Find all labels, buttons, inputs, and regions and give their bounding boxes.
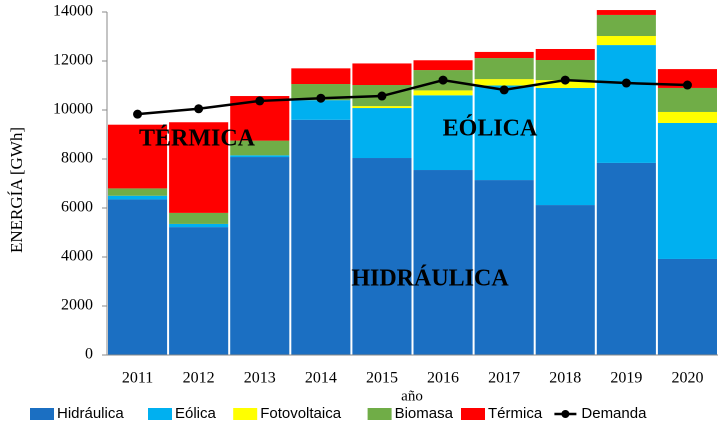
legend-marker [461, 408, 485, 420]
bar-segment [657, 111, 717, 123]
bar-segment [535, 48, 595, 61]
line-point [377, 91, 387, 101]
annotation: TÉRMICA [139, 126, 256, 152]
y-tick-label: 10000 [53, 101, 93, 118]
y-tick-label: 4000 [61, 248, 93, 265]
legend-label: Fotovoltaica [260, 405, 342, 422]
y-tick-label: 6000 [61, 199, 93, 216]
y-tick-label: 8000 [61, 150, 93, 167]
x-tick-label: 2012 [183, 370, 215, 387]
legend-label: Demanda [581, 405, 647, 422]
legend-label: Hidráulica [57, 405, 124, 422]
bar-segment [108, 188, 168, 196]
x-tick-label: 2018 [549, 370, 581, 387]
bar-segment [413, 95, 473, 171]
bar-segment [657, 87, 717, 112]
line-point [194, 104, 204, 114]
y-axis-label: ENERGÍA [GWh] [7, 127, 26, 253]
bar-segment [352, 158, 412, 355]
bar-segment [108, 199, 168, 355]
legend-marker [148, 408, 172, 420]
legend-item: Demanda [554, 405, 647, 422]
bar-segment [291, 119, 351, 355]
bar-segment [169, 223, 229, 228]
annotation: EÓLICA [443, 115, 538, 142]
legend-label: Biomasa [395, 405, 454, 422]
bar-segment [657, 69, 717, 88]
line [137, 78, 688, 116]
x-tick-label: 2016 [427, 370, 459, 387]
x-tick-label: 2019 [610, 370, 642, 387]
bar-segment [596, 36, 656, 46]
legend-label: Térmica [488, 405, 543, 422]
y-tick-label: 0 [85, 346, 93, 363]
annotation: HIDRÁULICA [351, 266, 509, 292]
line-point [438, 75, 448, 85]
y-tick-label: 14000 [53, 3, 93, 20]
line-point [499, 85, 509, 95]
bar-segment [474, 180, 534, 355]
bar-segment [352, 108, 412, 159]
bar-segment [108, 124, 168, 189]
legend-item: Térmica [461, 405, 543, 422]
legend-marker [30, 408, 54, 420]
y-tick-label: 12000 [53, 52, 93, 69]
bar-segment [657, 258, 717, 355]
legend-item: Hidráulica [30, 405, 124, 422]
bar-segment [230, 140, 290, 156]
bar-segment [291, 100, 351, 120]
bar-segment [413, 170, 473, 355]
bar-segment [108, 195, 168, 200]
bar-segment [596, 45, 656, 163]
bar-segment [596, 10, 656, 15]
legend-marker [367, 408, 392, 420]
bar-segment [291, 84, 351, 101]
bar-segment [474, 58, 534, 80]
x-tick-label: 2020 [671, 370, 703, 387]
x-tick-label: 2017 [488, 370, 520, 387]
line-point [255, 96, 265, 106]
bar-segment [413, 60, 473, 71]
bar-segment [169, 122, 229, 213]
bar-segment [596, 162, 656, 355]
x-tick-label: 2011 [122, 370, 153, 387]
bar-segment [474, 79, 534, 86]
bar-segment [596, 14, 656, 37]
x-tick-label: 2014 [305, 370, 337, 387]
line-point [621, 78, 631, 88]
legend-label: Eólica [175, 405, 217, 422]
x-axis-label: año [401, 388, 423, 404]
line-point [133, 109, 143, 119]
bar-segment [535, 205, 595, 355]
legend-marker [233, 408, 258, 420]
legend-marker [561, 410, 570, 418]
bar-segment [352, 63, 412, 86]
line-point [560, 75, 570, 85]
bar-segment [352, 106, 412, 109]
bar-segment [169, 212, 229, 224]
bar-segment [535, 87, 595, 206]
legend-item: Biomasa [367, 405, 454, 422]
x-tick-label: 2013 [244, 370, 276, 387]
x-tick-label: 2015 [366, 370, 398, 387]
y-tick-label: 2000 [61, 297, 93, 314]
line-point [316, 93, 326, 103]
bar-segment [413, 90, 473, 96]
bar-segment [474, 51, 534, 59]
line-point [682, 80, 692, 90]
bar-segment [474, 85, 534, 181]
bar-segment [230, 155, 290, 158]
bar-segment [535, 60, 595, 81]
legend-item: Eólica [148, 405, 217, 422]
bar-segment [291, 68, 351, 85]
bar-segment [230, 157, 290, 355]
bar-segment [169, 227, 229, 355]
bar-segment [657, 122, 717, 259]
legend-item: Fotovoltaica [233, 405, 342, 422]
